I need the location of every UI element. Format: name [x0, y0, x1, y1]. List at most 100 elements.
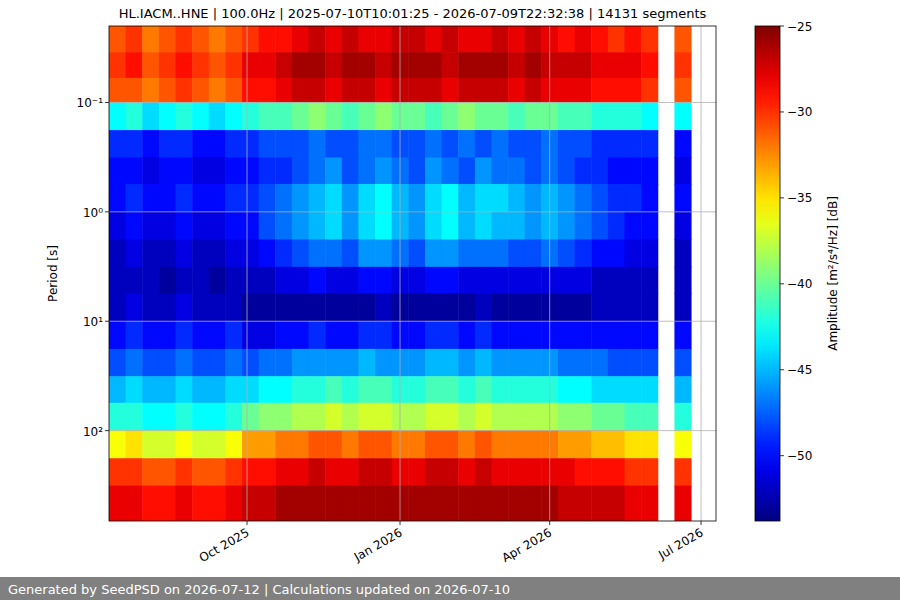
cell — [475, 430, 492, 459]
cell — [176, 102, 193, 131]
cell — [508, 78, 525, 103]
cell — [159, 349, 176, 377]
colorbar-label: Amplitude [m²/s⁴/Hz] [dB] — [826, 196, 840, 351]
cell — [275, 78, 292, 103]
cell — [508, 212, 525, 241]
cell — [292, 78, 309, 103]
cell — [126, 212, 143, 241]
cell — [475, 321, 492, 350]
cell — [575, 349, 592, 377]
cell — [608, 321, 625, 350]
cell — [641, 321, 658, 350]
cell — [142, 239, 159, 267]
cell — [575, 239, 592, 267]
cell — [558, 184, 575, 212]
y-tick — [105, 321, 109, 322]
cell — [674, 321, 691, 350]
cell — [408, 130, 425, 158]
cell — [458, 212, 475, 241]
cell — [575, 376, 592, 403]
cell — [242, 267, 259, 294]
cell — [109, 184, 126, 212]
cell — [259, 486, 276, 521]
cell — [142, 376, 159, 403]
colorbar-tick — [780, 111, 784, 112]
cell — [625, 130, 642, 158]
cell — [591, 102, 608, 131]
cell — [325, 212, 342, 241]
cell — [375, 157, 392, 184]
cell — [525, 293, 542, 321]
cell — [176, 321, 193, 350]
cell — [342, 157, 359, 184]
cell — [558, 321, 575, 350]
cell — [575, 486, 592, 521]
cell — [292, 26, 309, 53]
cell — [358, 78, 375, 103]
grid-line-x — [400, 26, 401, 521]
cell — [292, 403, 309, 431]
cell — [641, 430, 658, 459]
cell — [475, 184, 492, 212]
cell — [275, 239, 292, 267]
cell — [209, 52, 226, 78]
cell — [674, 403, 691, 431]
cell — [325, 293, 342, 321]
cell — [625, 184, 642, 212]
cell — [192, 403, 209, 431]
cell — [625, 267, 642, 294]
cell — [625, 349, 642, 377]
cell — [192, 212, 209, 241]
cell — [342, 430, 359, 459]
cell — [109, 52, 126, 78]
cell — [159, 26, 176, 53]
cell — [209, 130, 226, 158]
cell — [259, 78, 276, 103]
cell — [192, 349, 209, 377]
cell — [342, 293, 359, 321]
cell — [425, 376, 442, 403]
cell — [292, 321, 309, 350]
cell — [608, 130, 625, 158]
cell — [176, 376, 193, 403]
cell — [558, 349, 575, 377]
grid-line-x — [701, 26, 702, 521]
cell — [159, 293, 176, 321]
cell — [508, 130, 525, 158]
cell — [259, 458, 276, 486]
cell — [309, 349, 326, 377]
cell — [641, 52, 658, 78]
cell — [508, 486, 525, 521]
cell — [176, 267, 193, 294]
cell — [491, 267, 508, 294]
cell — [608, 458, 625, 486]
cell — [309, 212, 326, 241]
cell — [159, 78, 176, 103]
cell — [491, 130, 508, 158]
cell — [458, 52, 475, 78]
cell — [558, 130, 575, 158]
cell — [575, 157, 592, 184]
colorbar-tick — [780, 283, 784, 284]
cell — [408, 376, 425, 403]
cell — [625, 78, 642, 103]
cell — [342, 349, 359, 377]
cell — [442, 430, 459, 459]
cell — [109, 321, 126, 350]
cell — [275, 293, 292, 321]
cell — [608, 184, 625, 212]
cell — [192, 184, 209, 212]
cell — [525, 78, 542, 103]
cell — [275, 157, 292, 184]
cell — [608, 430, 625, 459]
cell — [475, 212, 492, 241]
cell — [309, 321, 326, 350]
cell — [425, 293, 442, 321]
cell — [159, 267, 176, 294]
cell — [375, 458, 392, 486]
cell — [674, 52, 691, 78]
cell — [159, 430, 176, 459]
cell — [309, 458, 326, 486]
cell — [508, 458, 525, 486]
cell — [225, 184, 242, 212]
